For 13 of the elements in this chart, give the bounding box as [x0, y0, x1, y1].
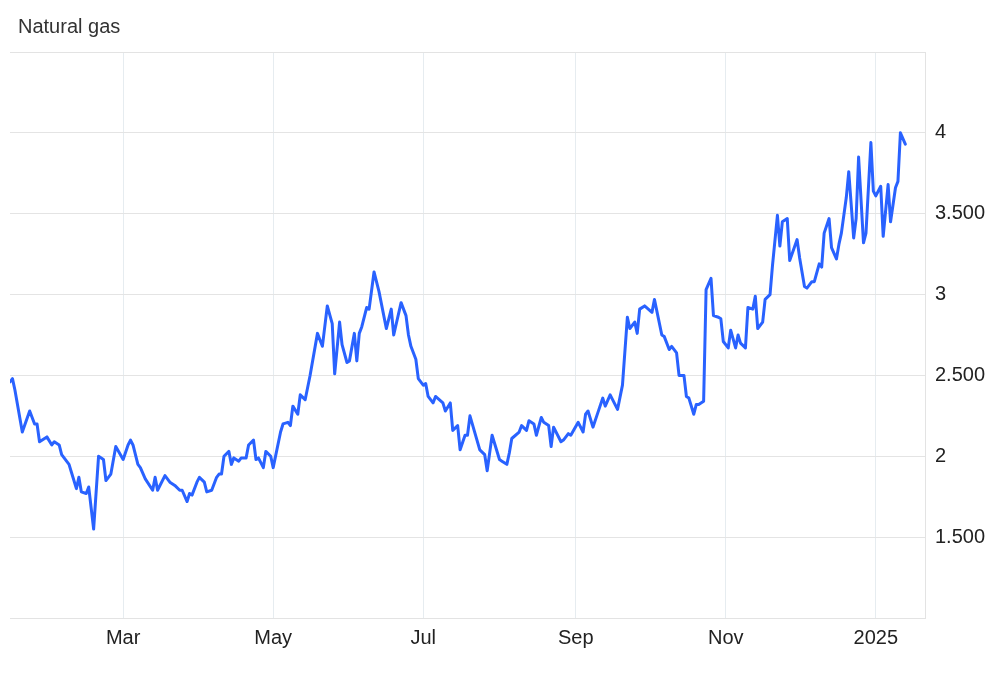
x-tick-label: Mar	[105, 625, 141, 648]
x-tick-label: Nov	[707, 625, 744, 648]
y-tick-label: 1.500	[935, 524, 986, 547]
x-tick-label: 2025	[853, 625, 899, 648]
chart-title: Natural gas	[18, 14, 121, 37]
x-tick-label: May	[254, 625, 293, 648]
y-tick-label: 4	[935, 120, 947, 143]
y-tick-label: 3	[935, 282, 947, 305]
x-tick-label: Sep	[557, 625, 594, 648]
x-tick-label: Jul	[410, 625, 437, 648]
y-tick-label: 2	[935, 443, 947, 466]
y-tick-label: 2.500	[935, 362, 986, 385]
y-tick-label: 3.500	[935, 201, 986, 224]
